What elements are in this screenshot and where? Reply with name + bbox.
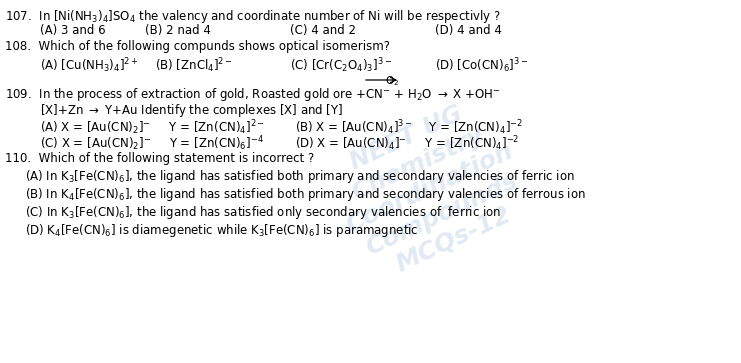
Text: (B) [ZnCl$_4$]$^{2-}$: (B) [ZnCl$_4$]$^{2-}$ [155,56,233,75]
Text: (B) In K$_4$[Fe(CN)$_6$], the ligand has satisfied both primary and secondary va: (B) In K$_4$[Fe(CN)$_6$], the ligand has… [25,186,586,203]
Text: NEET UG
Chemistry
Coordination
Compounds
MCQs-12: NEET UG Chemistry Coordination Compounds… [319,89,541,289]
Text: (A) 3 and 6: (A) 3 and 6 [40,24,106,37]
Text: (D) [Co(CN)$_6$]$^{3-}$: (D) [Co(CN)$_6$]$^{3-}$ [435,56,528,75]
Text: (D) K$_4$[Fe(CN)$_6$] is diamegenetic while K$_3$[Fe(CN)$_6$] is paramagnetic: (D) K$_4$[Fe(CN)$_6$] is diamegenetic wh… [25,222,419,239]
Text: (C) [Cr(C$_2$O$_4$)$_3$]$^{3-}$: (C) [Cr(C$_2$O$_4$)$_3$]$^{3-}$ [290,56,392,75]
Text: (B) X = [Au(CN)$_4$]$^{3-}$    Y = [Zn(CN)$_4$]$^{-2}$: (B) X = [Au(CN)$_4$]$^{3-}$ Y = [Zn(CN)$… [295,118,523,137]
Text: (A) In K$_3$[Fe(CN)$_6$], the ligand has satisfied both primary and secondary va: (A) In K$_3$[Fe(CN)$_6$], the ligand has… [25,168,575,185]
Text: (A) [Cu(NH$_3$)$_4$]$^{2+}$: (A) [Cu(NH$_3$)$_4$]$^{2+}$ [40,56,139,75]
Text: (D) X = [Au(CN)$_4$]$^{-}$     Y = [Zn(CN)$_4$]$^{-2}$: (D) X = [Au(CN)$_4$]$^{-}$ Y = [Zn(CN)$_… [295,134,519,153]
Text: 108.  Which of the following compunds shows optical isomerism?: 108. Which of the following compunds sho… [5,40,390,53]
Text: (B) 2 nad 4: (B) 2 nad 4 [145,24,211,37]
Text: O$_2$: O$_2$ [385,74,399,88]
Text: 110.  Which of the following statement is incorrect ?: 110. Which of the following statement is… [5,152,314,165]
Text: 109.  In the process of extraction of gold, Roasted gold ore +CN$^{-}$ + H$_2$O : 109. In the process of extraction of gol… [5,86,501,103]
Text: (C) In K$_3$[Fe(CN)$_6$], the ligand has satisfied only secondary valencies of  : (C) In K$_3$[Fe(CN)$_6$], the ligand has… [25,204,501,221]
Text: (A) X = [Au(CN)$_2$]$^{-}$     Y = [Zn(CN)$_4$]$^{2-}$: (A) X = [Au(CN)$_2$]$^{-}$ Y = [Zn(CN)$_… [40,118,265,137]
Text: 107.  In [Ni(NH$_3$)$_4$]SO$_4$ the valency and coordinate number of Ni will be : 107. In [Ni(NH$_3$)$_4$]SO$_4$ the valen… [5,8,501,25]
Text: (C) 4 and 2: (C) 4 and 2 [290,24,356,37]
Text: (C) X = [Au(CN)$_2$]$^{-}$     Y = [Zn(CN)$_6$]$^{-4}$: (C) X = [Au(CN)$_2$]$^{-}$ Y = [Zn(CN)$_… [40,134,264,153]
Text: (D) 4 and 4: (D) 4 and 4 [435,24,502,37]
Text: [X]+Zn $\rightarrow$ Y+Au Identify the complexes [X] and [Y]: [X]+Zn $\rightarrow$ Y+Au Identify the c… [40,102,343,119]
